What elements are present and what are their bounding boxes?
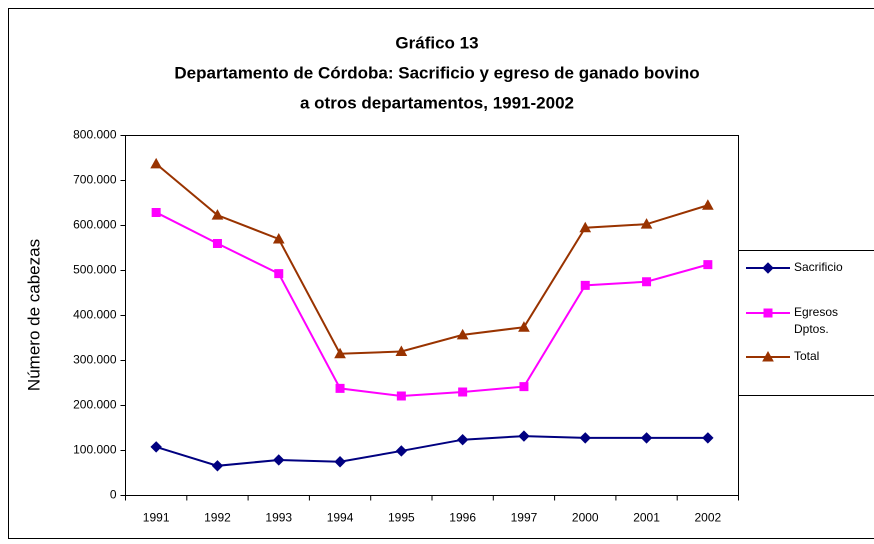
legend-box xyxy=(738,250,874,396)
x-tick-label: 1991 xyxy=(143,511,170,525)
chart-title: a otros departamentos, 1991-2002 xyxy=(300,93,574,112)
marker xyxy=(762,350,774,362)
chart-border xyxy=(8,8,874,539)
marker xyxy=(642,277,652,287)
x-tick-label: 2002 xyxy=(694,511,721,525)
marker xyxy=(335,383,345,393)
marker xyxy=(702,199,714,210)
marker xyxy=(579,221,592,233)
marker xyxy=(456,328,469,340)
y-tick-label: 400.000 xyxy=(73,308,117,322)
marker xyxy=(212,239,222,248)
marker xyxy=(395,345,408,356)
legend-label: Egresos Dptos. xyxy=(794,305,838,336)
legend-label: Sacrificio xyxy=(794,260,843,274)
marker xyxy=(151,207,161,217)
legend-label: Total xyxy=(794,349,819,363)
series-line xyxy=(155,435,708,467)
y-tick-label: 300.000 xyxy=(73,353,117,367)
marker xyxy=(640,218,653,229)
marker xyxy=(763,308,773,318)
marker xyxy=(640,432,653,444)
y-tick-label: 100.000 xyxy=(73,443,117,457)
x-tick-label: 2000 xyxy=(572,511,599,525)
x-tick-label: 2001 xyxy=(633,511,660,525)
marker xyxy=(762,262,774,274)
y-tick-label: 600.000 xyxy=(73,218,117,232)
marker xyxy=(334,456,346,468)
x-tick-label: 1997 xyxy=(511,511,538,525)
marker xyxy=(456,433,469,446)
marker xyxy=(274,269,284,279)
y-tick-label: 500.000 xyxy=(73,263,117,277)
marker xyxy=(211,209,224,220)
chart-title: Departamento de Córdoba: Sacrificio y eg… xyxy=(174,63,699,82)
marker xyxy=(396,391,406,401)
marker xyxy=(272,232,285,244)
y-tick-label: 800.000 xyxy=(73,128,117,142)
marker xyxy=(458,387,468,397)
x-tick-label: 1994 xyxy=(327,511,354,525)
marker xyxy=(273,454,285,466)
series-line xyxy=(155,163,709,355)
y-tick-label: 0 xyxy=(110,488,117,502)
marker xyxy=(395,445,408,457)
y-tick-label: 200.000 xyxy=(73,398,117,412)
marker xyxy=(334,347,346,359)
marker xyxy=(150,157,162,169)
marker xyxy=(580,280,590,290)
x-tick-label: 1992 xyxy=(204,511,231,525)
marker xyxy=(579,432,591,444)
marker xyxy=(702,432,714,444)
series-line xyxy=(155,211,709,398)
marker xyxy=(211,460,224,472)
chart-title: Gráfico 13 xyxy=(395,33,478,52)
marker xyxy=(518,321,530,332)
x-tick-label: 1995 xyxy=(388,511,415,525)
y-tick-label: 700.000 xyxy=(73,173,117,187)
marker xyxy=(150,441,162,453)
x-tick-label: 1993 xyxy=(265,511,292,525)
marker xyxy=(519,382,529,392)
marker xyxy=(703,260,713,270)
x-tick-label: 1996 xyxy=(449,511,476,525)
marker xyxy=(518,430,530,442)
y-axis-label: Número de cabezas xyxy=(24,239,43,391)
